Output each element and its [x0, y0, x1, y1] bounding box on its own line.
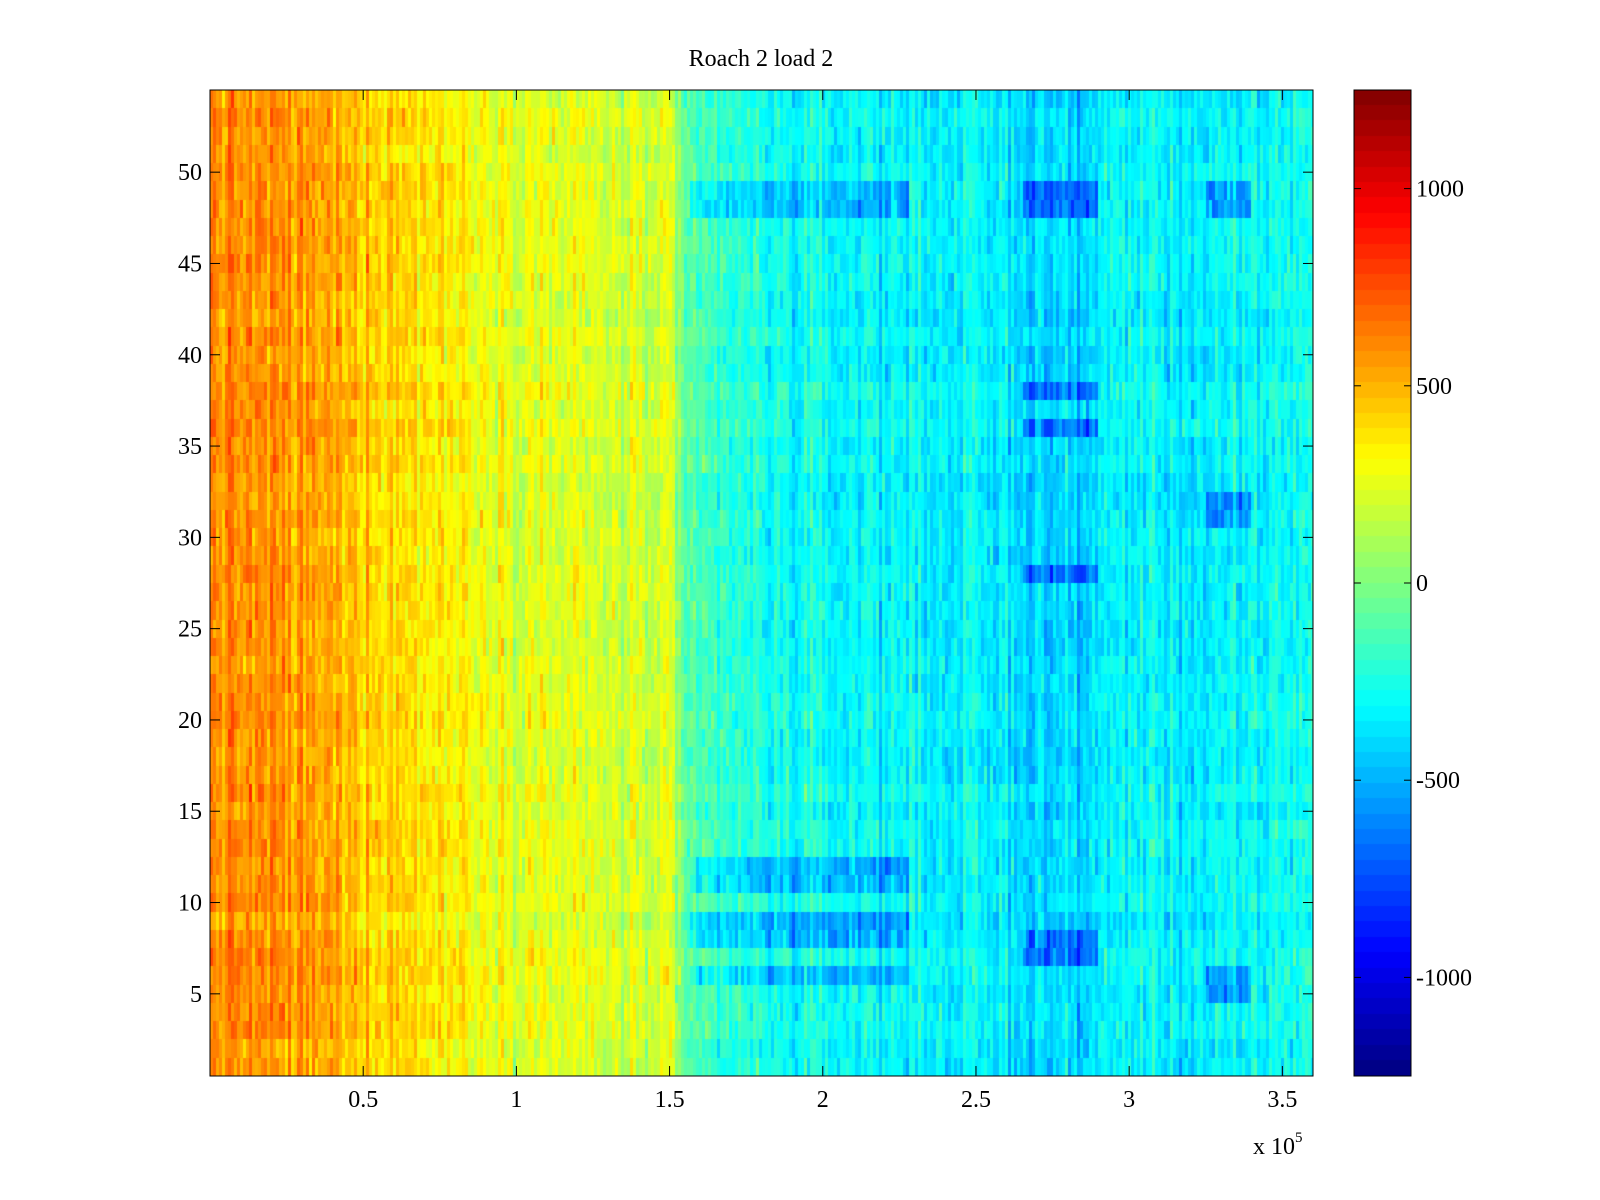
y-tick-label: 10 — [178, 891, 202, 917]
heatmap-image — [210, 90, 1313, 1076]
plot-frame — [209, 89, 1314, 1077]
x-axis-ticks: 0.5 1 1.5 2 2.5 3 3.5 — [348, 90, 1297, 1113]
colorbar-ticks: -1000 -500 0 500 1000 — [1354, 177, 1472, 991]
y-tick-label: 20 — [178, 708, 202, 734]
y-tick-label: 35 — [178, 434, 202, 460]
x-axis-multiplier: x 105 — [1253, 1130, 1303, 1160]
colorbar-frame — [1353, 89, 1412, 1077]
x-tick-label: 1.5 — [655, 1087, 685, 1113]
x-multiplier-exponent: 5 — [1295, 1130, 1303, 1146]
y-tick-label: 45 — [178, 251, 202, 277]
y-tick-label: 15 — [178, 799, 202, 825]
y-tick-label: 30 — [178, 525, 202, 551]
colorbar-tick-label: 1000 — [1416, 177, 1464, 203]
y-tick-label: 40 — [178, 343, 202, 369]
colorbar-tick-label: -1000 — [1416, 965, 1472, 991]
colorbar-tick-label: 500 — [1416, 374, 1452, 400]
x-tick-label: 0.5 — [348, 1087, 378, 1113]
x-multiplier-base: x 10 — [1253, 1134, 1295, 1160]
x-tick-label: 2 — [817, 1087, 829, 1113]
y-axis-ticks: 5 10 15 20 25 30 35 40 45 50 — [178, 160, 1313, 1008]
x-tick-label: 2.5 — [961, 1087, 991, 1113]
chart-title: Roach 2 load 2 — [689, 46, 834, 72]
y-tick-label: 50 — [178, 160, 202, 186]
colorbar-tick-label: -500 — [1416, 768, 1460, 794]
colorbar-image — [1354, 90, 1411, 1076]
colorbar-tick-label: 0 — [1416, 571, 1428, 597]
y-tick-label: 5 — [190, 982, 202, 1008]
x-tick-label: 1 — [510, 1087, 522, 1113]
y-tick-label: 25 — [178, 617, 202, 643]
x-tick-label: 3 — [1123, 1087, 1135, 1113]
x-tick-label: 3.5 — [1267, 1087, 1297, 1113]
